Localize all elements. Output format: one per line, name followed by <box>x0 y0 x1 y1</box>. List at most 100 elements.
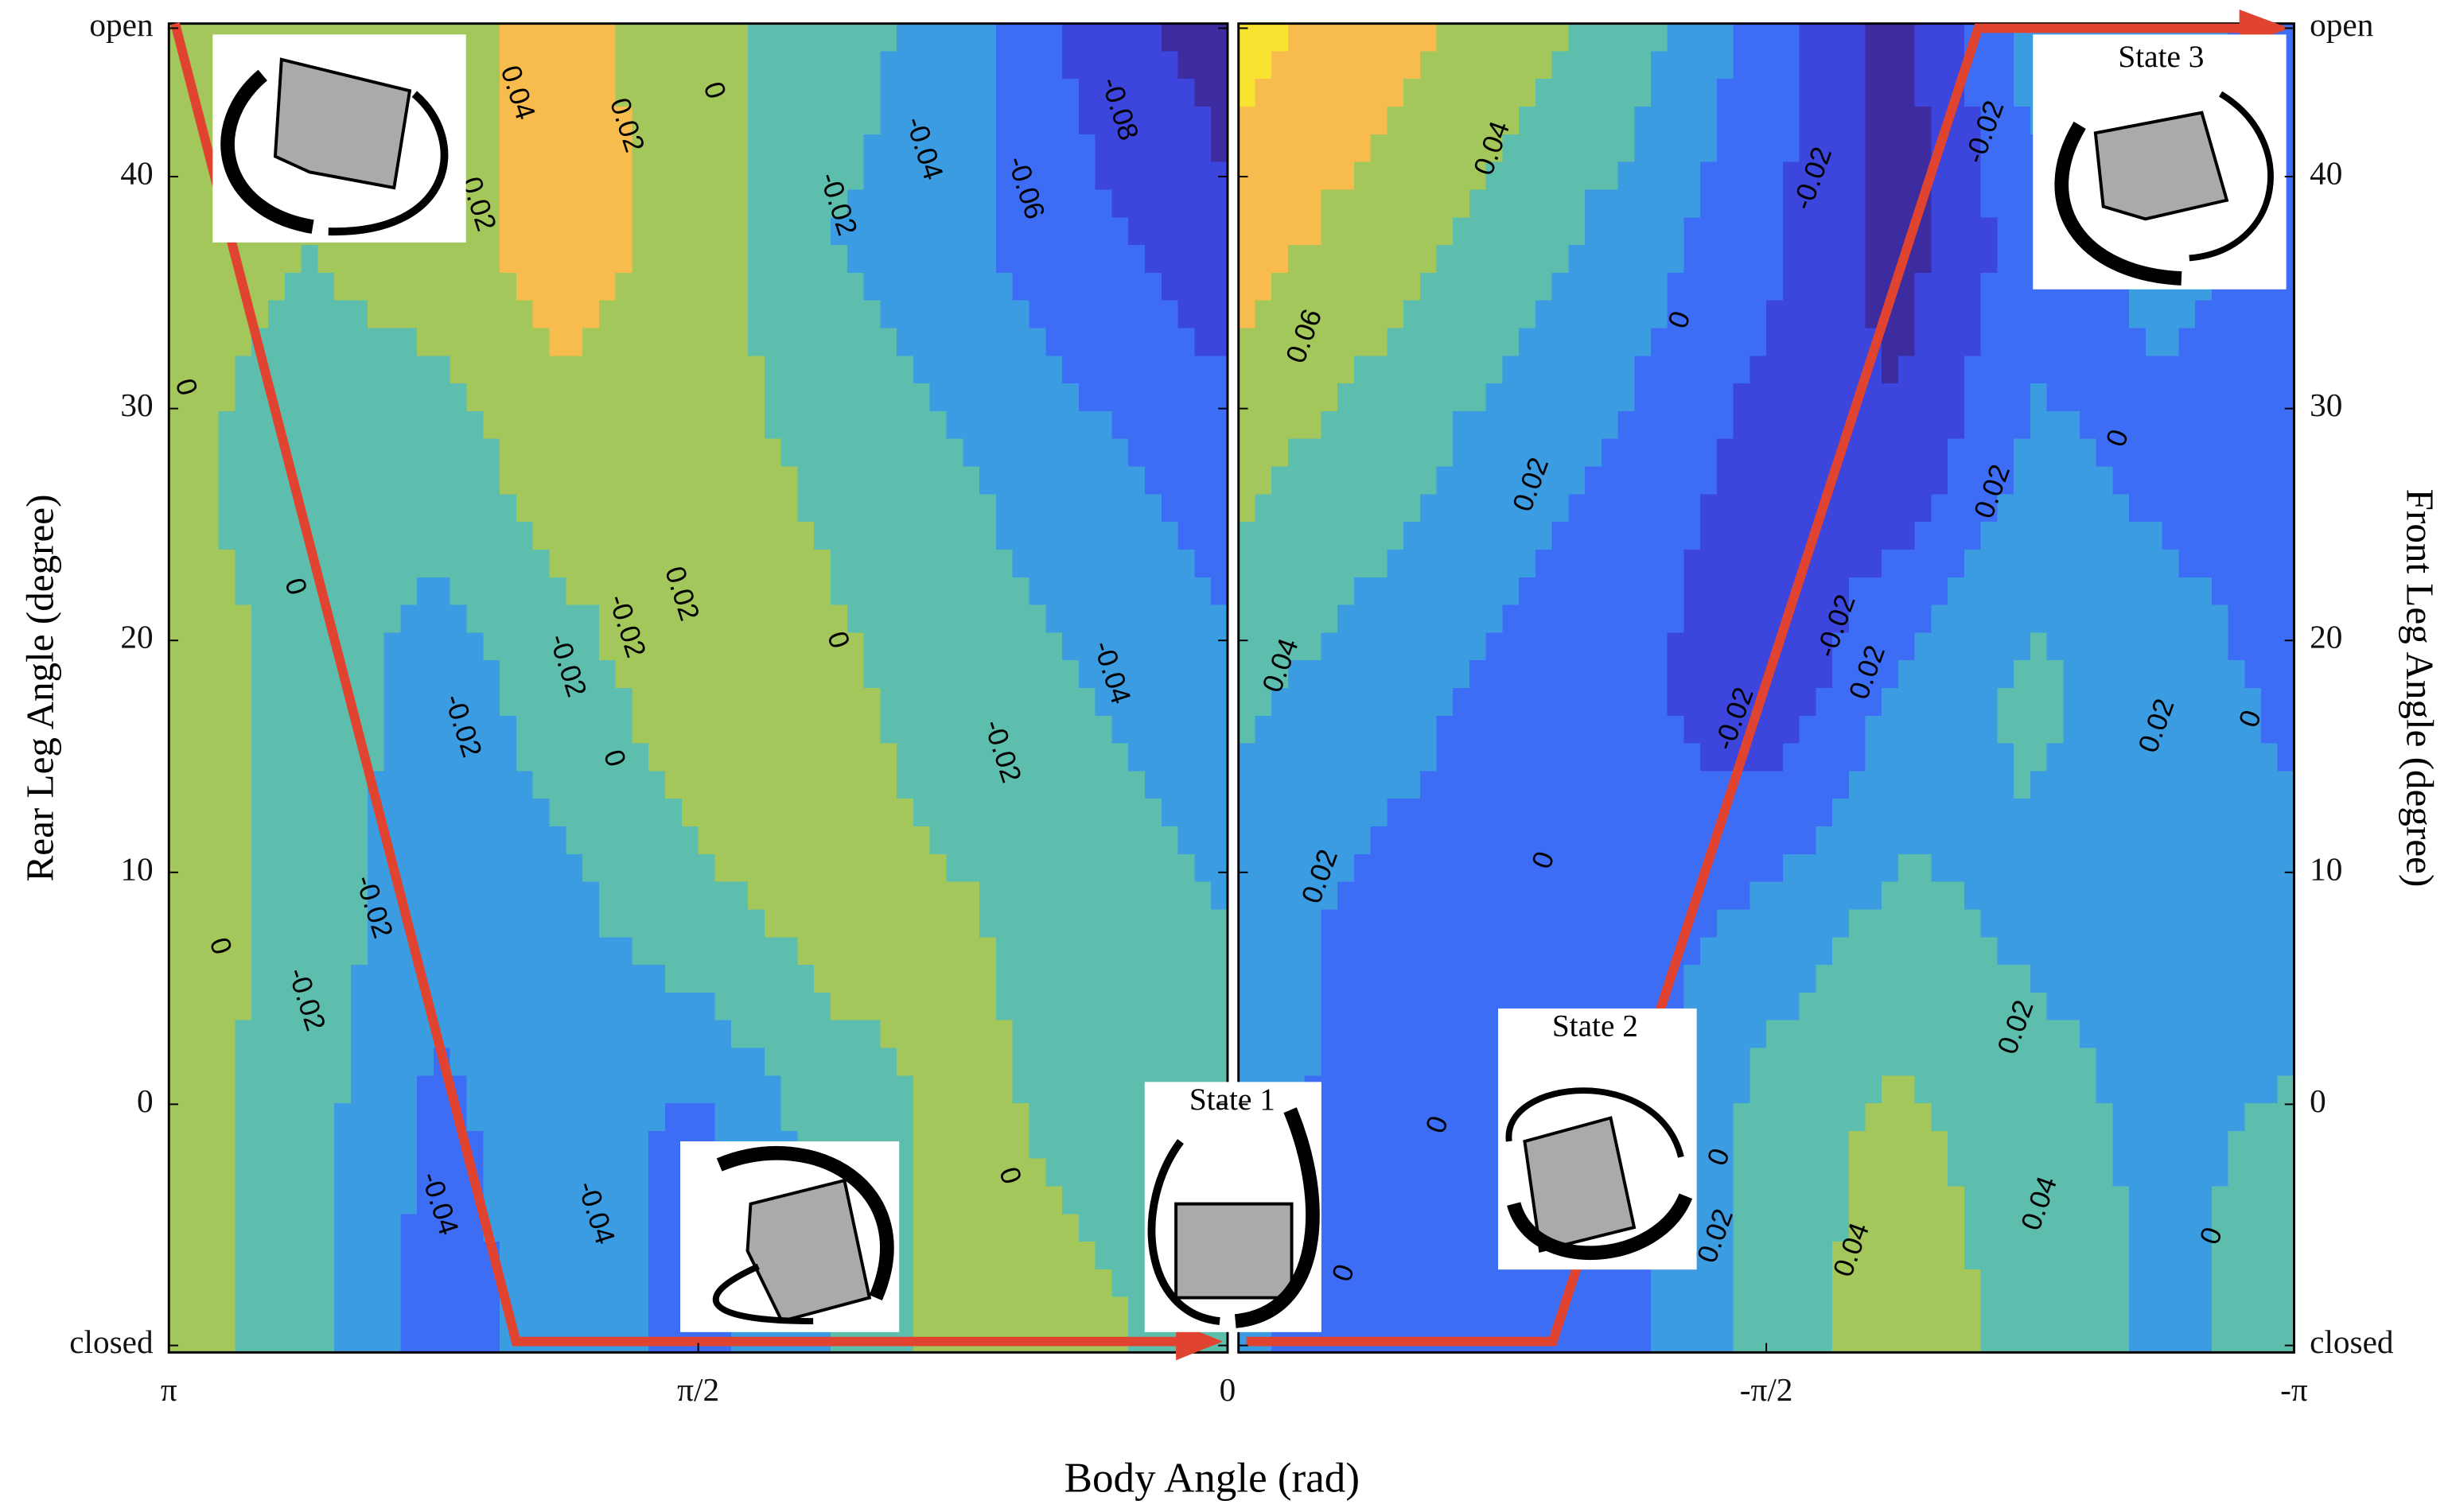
contour-cell <box>665 965 683 993</box>
contour-cell <box>847 245 865 274</box>
contour-cell <box>1915 328 1932 357</box>
contour-cell <box>1062 1187 1080 1215</box>
contour-cell <box>185 245 203 274</box>
contour-cell <box>302 1103 319 1132</box>
contour-cell <box>1668 107 1685 135</box>
contour-cell <box>285 1214 302 1242</box>
contour-cell <box>864 605 882 634</box>
contour-cell <box>831 522 848 550</box>
contour-cell <box>1271 356 1289 384</box>
contour-cell <box>897 826 914 855</box>
contour-cell <box>1162 79 1179 107</box>
contour-cell <box>202 522 220 550</box>
contour-cell <box>947 245 964 274</box>
contour-cell <box>500 494 517 523</box>
contour-cell <box>1045 356 1063 384</box>
contour-cell <box>731 1075 749 1104</box>
contour-cell <box>1387 882 1404 911</box>
contour-cell <box>1997 577 2014 606</box>
contour-cell <box>814 771 831 799</box>
contour-cell <box>1403 51 1421 80</box>
contour-cell <box>1997 550 2014 578</box>
contour-cell <box>2278 411 2295 440</box>
contour-cell <box>1178 522 1196 550</box>
contour-cell <box>1552 550 1570 578</box>
contour-cell <box>1420 854 1438 883</box>
contour-cell <box>648 134 666 163</box>
contour-cell <box>831 771 848 799</box>
contour-cell <box>2030 439 2048 468</box>
contour-cell <box>913 771 931 799</box>
contour-cell <box>699 411 716 440</box>
contour-cell <box>880 1103 897 1132</box>
contour-cell <box>2014 522 2031 550</box>
contour-cell <box>599 1269 617 1298</box>
contour-cell <box>2047 522 2065 550</box>
contour-cell <box>1271 134 1289 163</box>
contour-cell <box>2244 439 2262 468</box>
contour-cell <box>1602 51 1619 80</box>
contour-cell <box>897 688 914 717</box>
contour-cell <box>1651 356 1668 384</box>
contour-cell <box>1194 162 1212 191</box>
contour-cell <box>1800 24 1817 52</box>
contour-cell <box>1096 937 1113 966</box>
contour-cell <box>235 854 252 883</box>
contour-cell <box>1045 24 1063 52</box>
contour-cell <box>500 383 517 412</box>
contour-cell <box>1420 107 1438 135</box>
contour-cell <box>1915 660 1932 689</box>
contour-cell <box>2162 356 2180 384</box>
contour-cell <box>748 245 765 274</box>
contour-cell <box>2261 328 2279 357</box>
contour-cell <box>1915 301 1932 329</box>
contour-cell <box>1717 383 1734 412</box>
contour-cell <box>1469 217 1487 246</box>
contour-cell <box>1997 328 2014 357</box>
contour-cell <box>1552 356 1570 384</box>
contour-cell <box>2146 577 2163 606</box>
contour-cell <box>1145 301 1162 329</box>
contour-cell <box>1045 411 1063 440</box>
contour-cell <box>781 826 799 855</box>
contour-cell <box>979 688 997 717</box>
contour-cell <box>1403 605 1421 634</box>
contour-cell <box>1931 328 1948 357</box>
contour-cell <box>202 882 220 911</box>
contour-cell <box>1915 632 1932 661</box>
contour-cell <box>765 799 782 827</box>
contour-cell <box>979 1242 997 1270</box>
contour-cell <box>648 826 666 855</box>
contour-cell <box>1898 301 1916 329</box>
contour-cell <box>1568 771 1586 799</box>
contour-cell <box>1045 1187 1063 1215</box>
contour-cell <box>1602 134 1619 163</box>
contour-cell <box>1915 79 1932 107</box>
contour-cell <box>1766 301 1784 329</box>
contour-cell <box>1964 189 1982 218</box>
contour-cell <box>748 494 765 523</box>
contour-cell <box>2080 301 2097 329</box>
contour-cell <box>963 356 980 384</box>
contour-cell <box>417 854 434 883</box>
contour-cell <box>1981 744 1999 772</box>
contour-cell <box>864 51 882 80</box>
contour-cell <box>1618 439 1636 468</box>
contour-cell <box>2261 660 2279 689</box>
contour-cell <box>1111 993 1129 1021</box>
contour-cell <box>1865 854 1882 883</box>
contour-cell <box>1079 1020 1096 1049</box>
contour-cell <box>814 107 831 135</box>
contour-cell <box>1898 134 1916 163</box>
contour-cell <box>665 107 683 135</box>
contour-cell <box>963 1269 980 1298</box>
contour-cell <box>1882 467 1899 496</box>
contour-cell <box>1931 24 1948 52</box>
contour-cell <box>219 1048 236 1076</box>
contour-cell <box>814 1075 831 1104</box>
contour-cell <box>797 1020 815 1049</box>
contour-cell <box>1651 632 1668 661</box>
contour-cell <box>351 1075 368 1104</box>
contour-cell <box>202 577 220 606</box>
contour-cell <box>1800 605 1817 634</box>
